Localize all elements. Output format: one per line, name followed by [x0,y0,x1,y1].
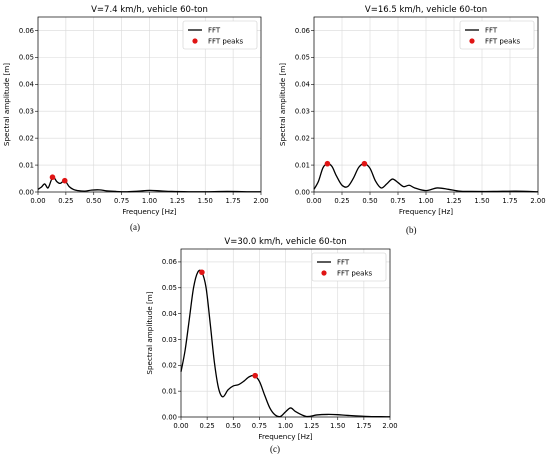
x-tick-label: 1.25 [170,197,185,205]
chart-c: 0.00 0.25 0.50 0.75 1.00 1.25 1.50 1.75 2.00 0.00… [145,237,398,441]
y-tick-label: 0.05 [295,54,310,62]
x-tick-label: 1.00 [142,197,157,205]
y-tick-label: 0.02 [295,134,310,142]
x-tick-label: 0.50 [226,422,241,430]
legend-box [182,20,258,50]
fft-peak-point [252,372,258,379]
legend-label-peaks: FFT peaks [485,38,521,46]
x-tick-label: 0.75 [390,197,405,205]
legend-marker-swatch [321,270,327,276]
caption-b: (b) [406,225,417,235]
plot-frame [37,16,262,193]
fft-line [313,163,539,193]
x-tick-label: 1.00 [278,422,293,430]
y-tick-label: 0.06 [295,27,310,35]
x-axis-label: Frequency [Hz] [122,207,176,216]
y-tick-label: 0.06 [19,27,34,35]
legend: FFT FFT peaks [182,20,258,50]
x-tick-label: 1.25 [446,197,461,205]
legend: FFT FFT peaks [459,20,535,50]
caption-c: (c) [270,444,280,454]
x-tick-label: 0.25 [58,197,73,205]
x-axis-label: Frequency [Hz] [399,207,453,216]
y-tick-label: 0.04 [19,81,34,89]
chart-title: V=16.5 km/h, vehicle 60-ton [365,5,487,15]
y-tick-label: 0.03 [295,108,310,116]
fft-peak-point [49,174,56,180]
x-tick-label: 1.75 [502,197,517,205]
y-tick-label: 0.04 [162,310,177,318]
plot-frame [313,16,539,193]
legend-label-fft: FFT [485,27,498,35]
x-tick-label: 2.00 [253,197,268,205]
x-tick-label: 0.00 [30,197,45,205]
x-tick-label: 0.00 [306,197,321,205]
plot-frame [180,248,391,418]
legend-label-fft: FFT [337,259,350,267]
legend-label-peaks: FFT peaks [208,38,244,46]
legend-box [459,20,535,50]
x-tick-label: 1.25 [304,422,319,430]
x-tick-label: 2.00 [530,197,545,205]
chart-b: 0.00 0.25 0.50 0.75 1.00 1.25 1.50 1.75 2.00 0.00… [278,5,546,216]
y-tick-label: 0.02 [19,134,34,142]
legend-marker-swatch [469,38,475,44]
legend-label-peaks: FFT peaks [337,270,373,278]
x-tick-label: 0.50 [362,197,377,205]
chart-title: V=30.0 km/h, vehicle 60-ton [224,237,346,247]
y-axis-label: Spectral amplitude [m] [278,63,287,146]
chart-a: 0.00 0.25 0.50 0.75 1.00 1.25 1.50 1.75 2.00 0.00… [2,5,269,216]
fft-peak-point [61,177,68,184]
y-tick-label: 0.02 [162,362,177,370]
y-tick-label: 0.03 [162,336,177,344]
fft-peak-point [361,160,368,167]
y-tick-label: 0.06 [162,258,177,266]
x-tick-label: 0.75 [252,422,267,430]
y-axis-label: Spectral amplitude [m] [145,291,154,374]
chart-title: V=7.4 km/h, vehicle 60-ton [91,5,208,15]
y-tick-label: 0.03 [19,108,34,116]
y-tick-label: 0.00 [19,188,34,196]
legend-box [311,252,387,282]
x-tick-label: 0.25 [200,422,215,430]
y-tick-label: 0.01 [295,161,310,169]
y-tick-label: 0.00 [295,188,310,196]
x-tick-label: 1.50 [198,197,213,205]
legend-label-fft: FFT [208,27,221,35]
x-tick-label: 0.25 [334,197,349,205]
x-tick-label: 1.50 [330,422,345,430]
x-tick-label: 1.00 [418,197,433,205]
fft-peak-point [199,269,205,276]
y-tick-label: 0.01 [19,161,34,169]
x-tick-label: 2.00 [382,422,397,430]
fft-peak-point [324,160,331,167]
x-tick-label: 0.75 [114,197,129,205]
x-tick-label: 1.50 [474,197,489,205]
y-tick-label: 0.00 [162,413,177,421]
x-tick-label: 0.00 [173,422,188,430]
x-tick-label: 1.75 [226,197,241,205]
legend: FFT FFT peaks [311,252,387,282]
y-tick-label: 0.05 [19,54,34,62]
x-axis-label: Frequency [Hz] [258,432,312,441]
y-tick-label: 0.05 [162,284,177,292]
x-tick-label: 0.50 [86,197,101,205]
y-axis-label: Spectral amplitude [m] [2,63,11,146]
legend-marker-swatch [192,38,198,44]
caption-a: (a) [130,222,140,232]
y-tick-label: 0.01 [162,387,177,395]
y-tick-label: 0.04 [295,81,310,89]
x-tick-label: 1.75 [356,422,371,430]
